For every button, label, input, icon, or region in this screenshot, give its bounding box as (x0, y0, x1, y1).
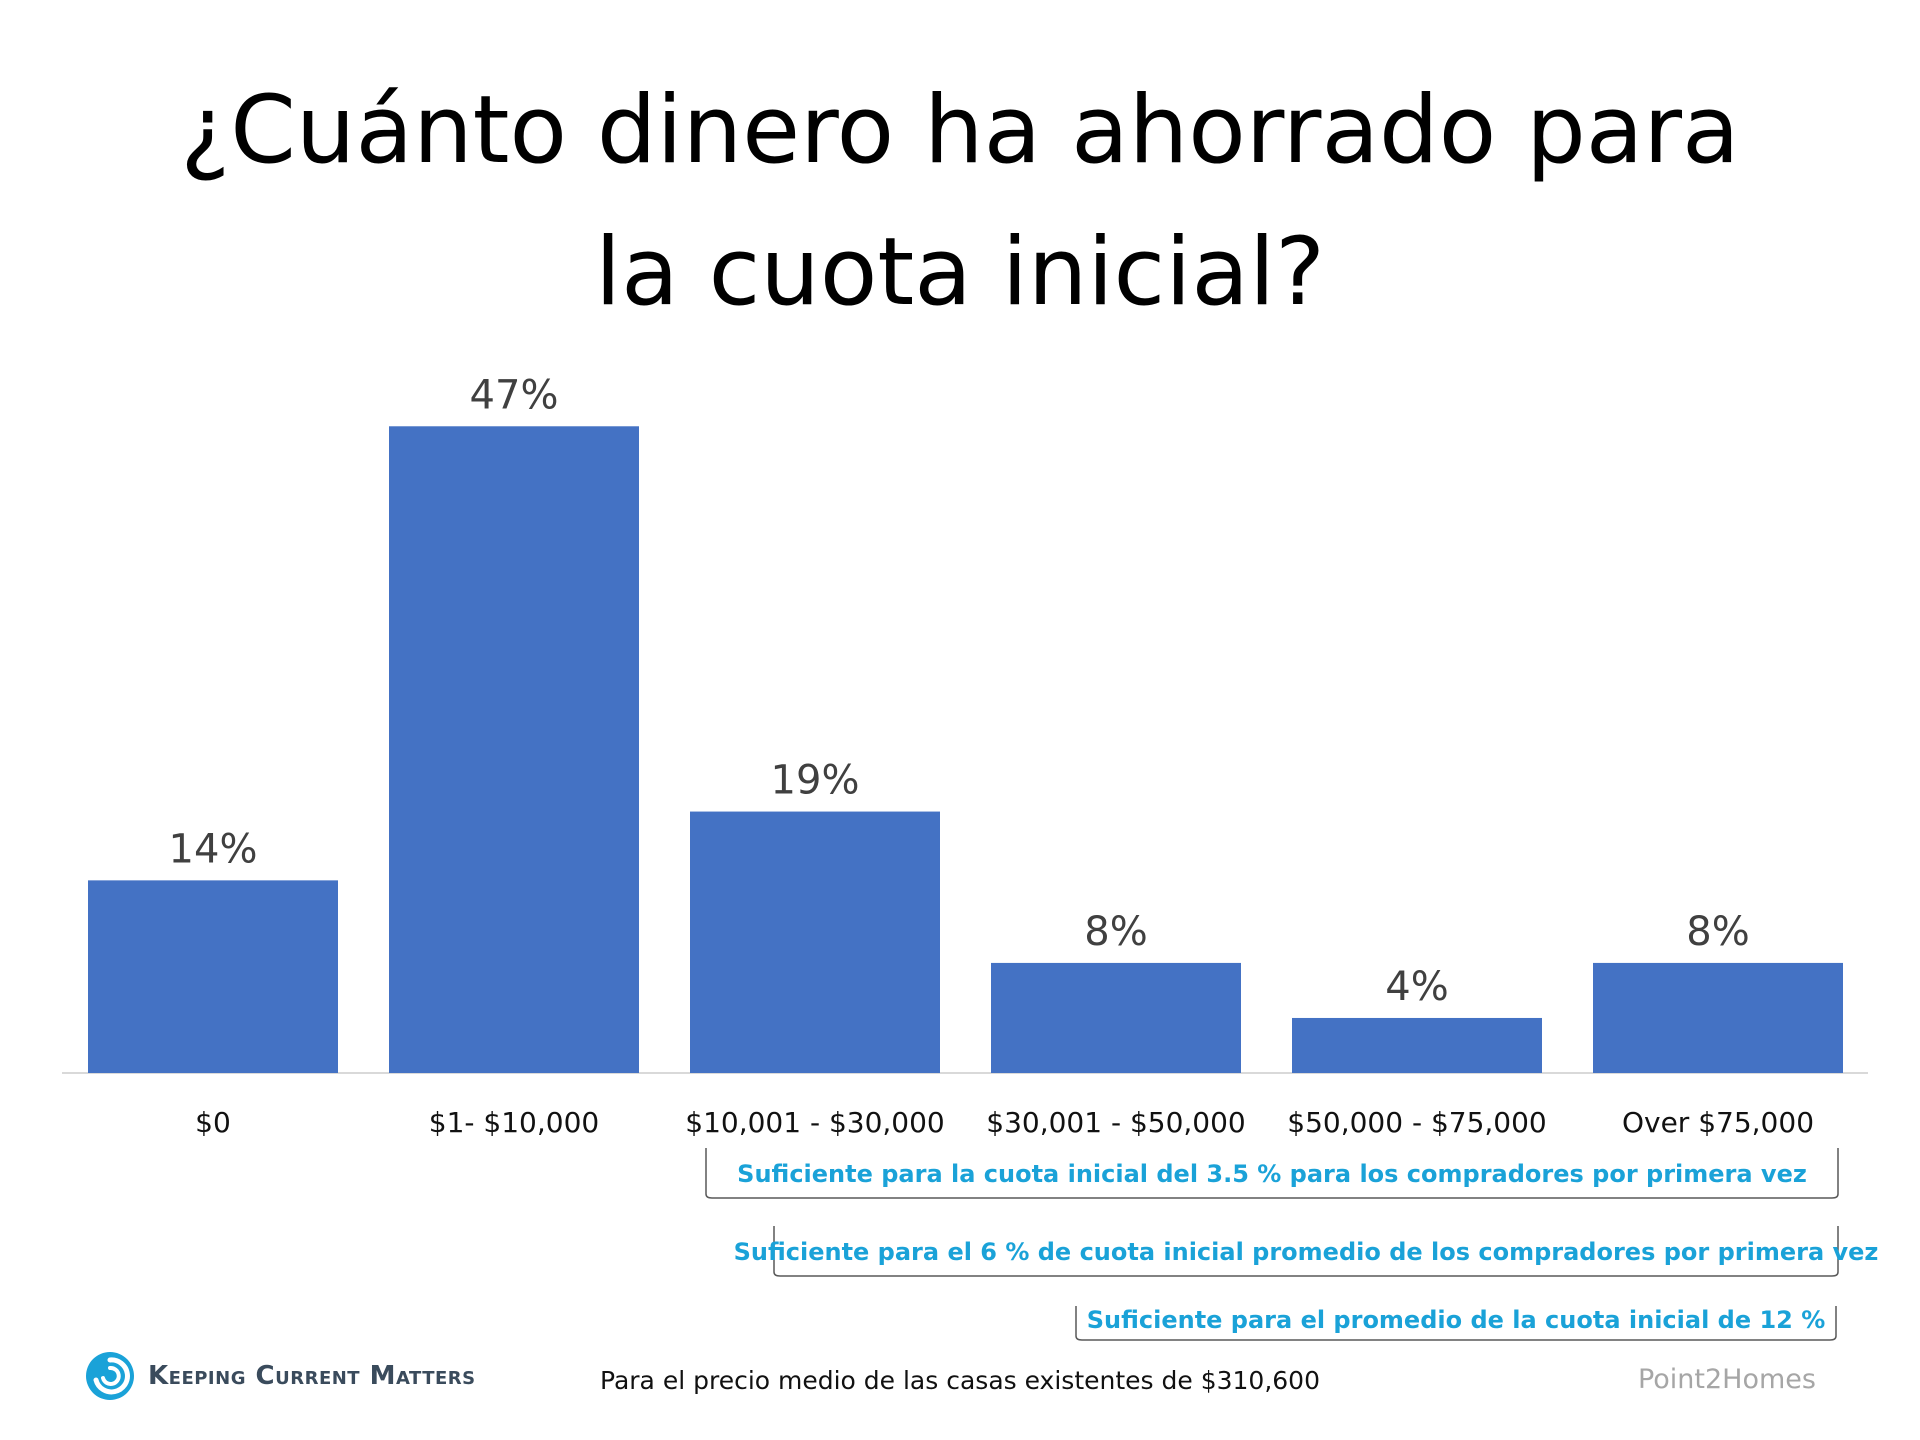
data-label: 47% (470, 372, 559, 418)
bar (1292, 1017, 1542, 1073)
annotation-bracket (705, 1148, 1839, 1199)
category-label: $10,001 - $30,000 (685, 1106, 944, 1139)
category-label: $50,000 - $75,000 (1287, 1106, 1546, 1139)
brand-logo: Keeping Current Matters (84, 1350, 476, 1402)
chart-title-line-2: la cuota inicial? (595, 218, 1325, 327)
annotation-label: Suficiente para el 6 % de cuota inicial … (734, 1238, 1879, 1266)
bar (690, 811, 940, 1073)
swirl-logo-icon (86, 1352, 134, 1400)
category-label: $0 (195, 1106, 231, 1139)
category-label: $1- $10,000 (429, 1106, 599, 1139)
bar (88, 880, 338, 1073)
chart-title: ¿Cuánto dinero ha ahorrado para la cuota… (0, 60, 1920, 344)
category-label: $30,001 - $50,000 (986, 1106, 1245, 1139)
annotation-bracket (773, 1226, 1839, 1277)
data-label: 8% (1686, 909, 1749, 955)
annotation-label: Suficiente para la cuota inicial del 3.5… (737, 1160, 1807, 1188)
data-label: 14% (169, 826, 258, 872)
data-label: 19% (771, 758, 860, 804)
bar (389, 426, 639, 1073)
annotation-bracket (1075, 1306, 1837, 1341)
data-label: 8% (1084, 909, 1147, 955)
category-label: Over $75,000 (1622, 1106, 1814, 1139)
source-label: Point2Homes (1637, 1364, 1816, 1395)
chart-title-line-1: ¿Cuánto dinero ha ahorrado para (180, 76, 1740, 185)
bar (991, 962, 1241, 1073)
brand-name: Keeping Current Matters (148, 1361, 476, 1391)
footer-note: Para el precio medio de las casas existe… (600, 1366, 1320, 1395)
bar (1593, 962, 1843, 1073)
annotation-label: Suficiente para el promedio de la cuota … (1087, 1306, 1826, 1334)
data-label: 4% (1385, 964, 1448, 1010)
